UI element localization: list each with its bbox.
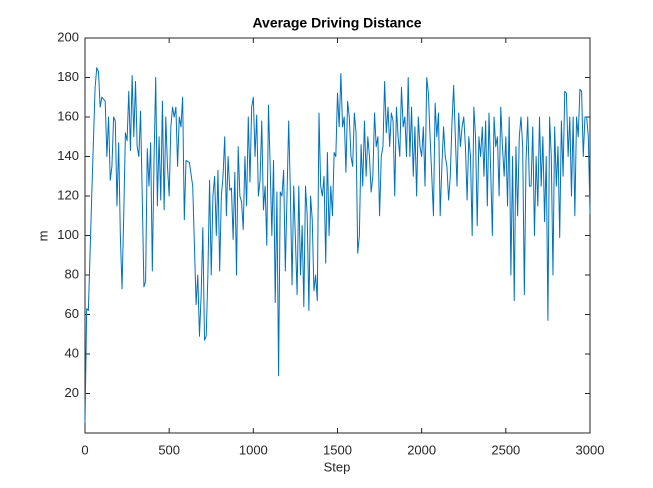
y-tick-label: 180 (57, 69, 79, 84)
x-tick-label: 2500 (491, 442, 520, 457)
x-tick-label: 3000 (576, 442, 605, 457)
y-tick-label: 160 (57, 108, 79, 123)
x-tick-label: 1500 (323, 442, 352, 457)
x-tick-label: 2000 (407, 442, 436, 457)
x-tick-label: 0 (81, 442, 88, 457)
y-tick-label: 100 (57, 227, 79, 242)
x-tick-label: 1000 (239, 442, 268, 457)
chart-title: Average Driving Distance (252, 15, 421, 31)
x-axis-label: Step (324, 459, 351, 474)
y-tick-label: 140 (57, 148, 79, 163)
x-tick-label: 500 (158, 442, 180, 457)
data-line (84, 67, 591, 424)
y-axis-label: m (35, 231, 50, 242)
y-tick-label: 60 (65, 306, 79, 321)
y-tick-label: 20 (65, 385, 79, 400)
y-tick-label: 40 (65, 345, 79, 360)
y-tick-label: 120 (57, 187, 79, 202)
y-tick-label: 80 (65, 266, 79, 281)
y-tick-label: 200 (57, 29, 79, 44)
